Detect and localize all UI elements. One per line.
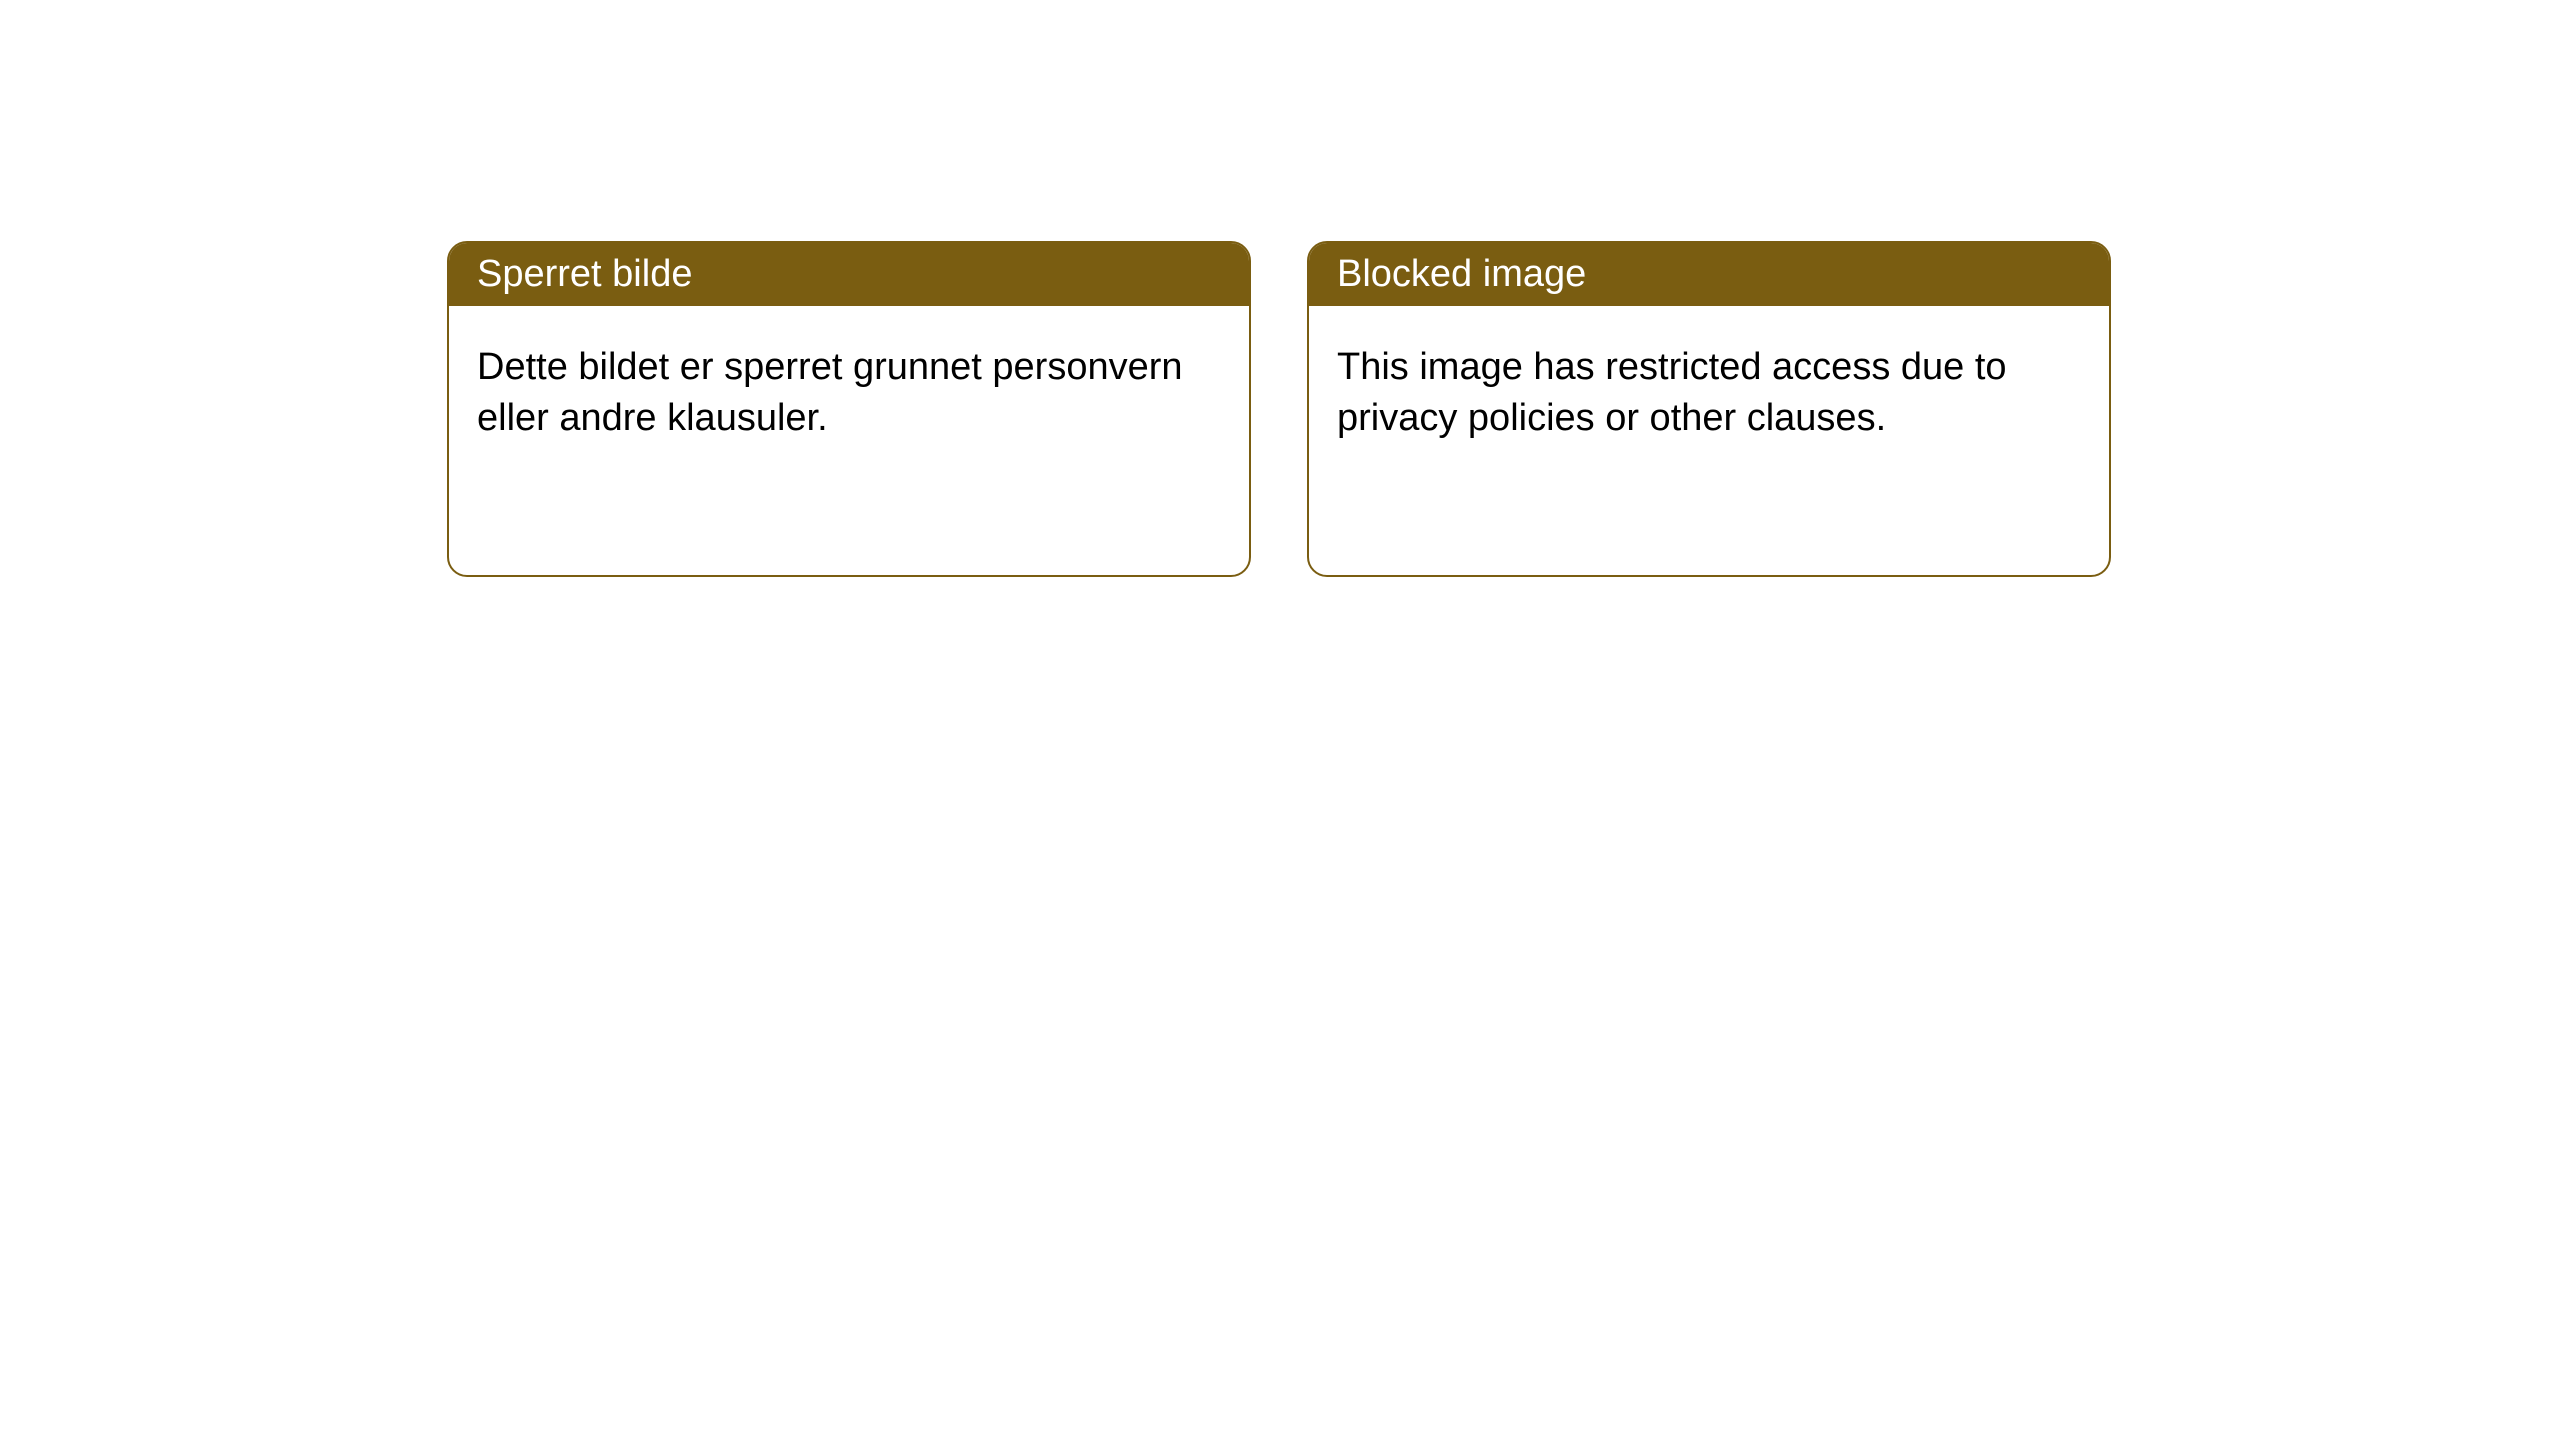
card-header: Blocked image xyxy=(1309,243,2109,306)
card-body: Dette bildet er sperret grunnet personve… xyxy=(449,306,1249,481)
blocked-image-card-norwegian: Sperret bilde Dette bildet er sperret gr… xyxy=(447,241,1251,577)
card-body-text: This image has restricted access due to … xyxy=(1337,346,2007,439)
card-title: Blocked image xyxy=(1337,253,1586,295)
blocked-image-card-english: Blocked image This image has restricted … xyxy=(1307,241,2111,577)
card-body-text: Dette bildet er sperret grunnet personve… xyxy=(477,346,1183,439)
card-title: Sperret bilde xyxy=(477,253,692,295)
notice-container: Sperret bilde Dette bildet er sperret gr… xyxy=(0,0,2560,577)
card-body: This image has restricted access due to … xyxy=(1309,306,2109,481)
card-header: Sperret bilde xyxy=(449,243,1249,306)
